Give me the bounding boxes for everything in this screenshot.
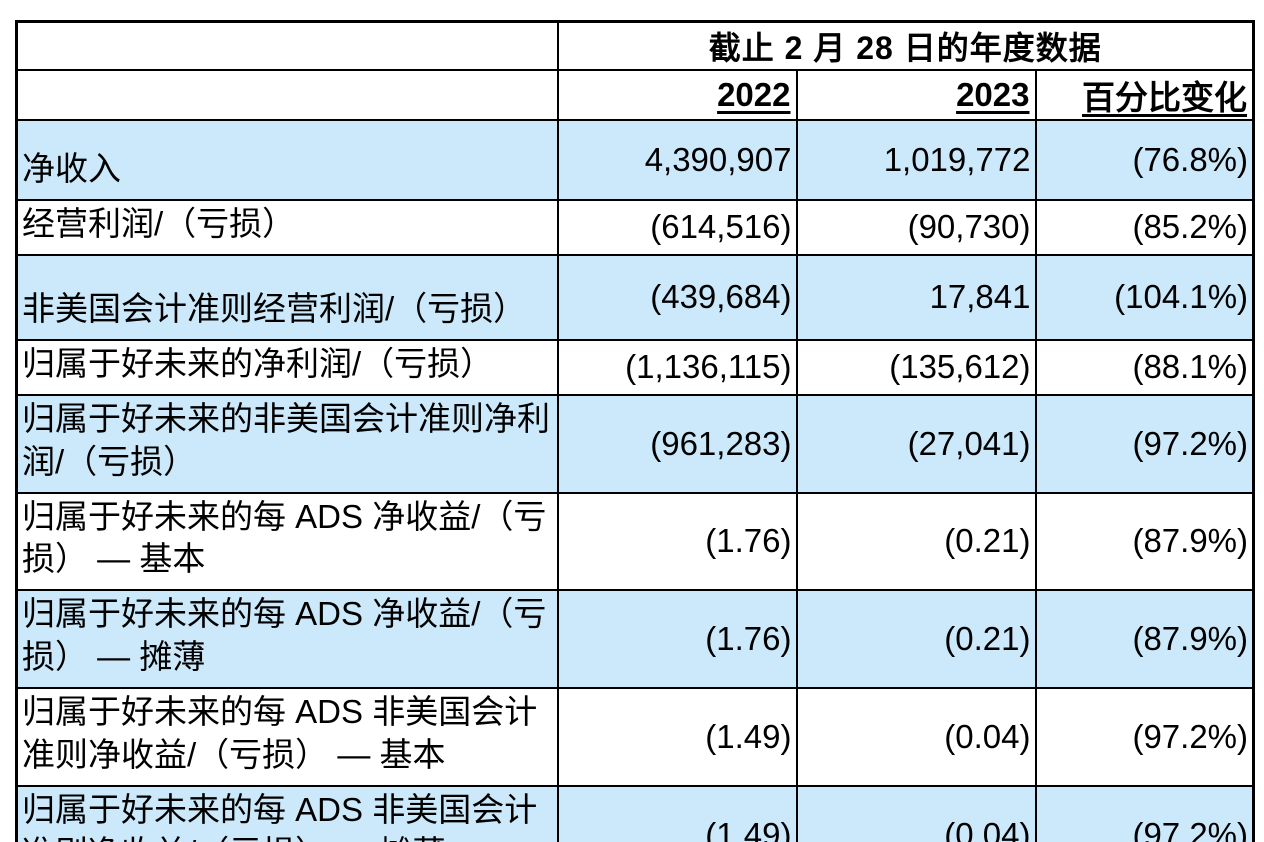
value-2023: 1,019,772 <box>795 119 1037 201</box>
pct-change: (97.2%) <box>1034 784 1255 842</box>
pct-change: (87.9%) <box>1034 491 1255 592</box>
value-2022: (1,136,115) <box>556 338 798 396</box>
value-2022: (1.76) <box>556 589 798 690</box>
pct-change: (97.2%) <box>1034 393 1255 494</box>
table-row-non-gaap-loss-per-ads-diluted: 归属于好未来的每 ADS 非美国会计准则净收益/（亏损） — 摊薄 (1.49)… <box>15 784 1255 842</box>
table-row-operating-loss: 经营利润/（亏损） (614,516) (90,730) (85.2%) <box>15 199 1255 256</box>
row-label: 归属于好未来的每 ADS 净收益/（亏损） — 摊薄 <box>15 589 559 690</box>
period-header: 截止 2 月 28 日的年度数据 <box>556 20 1255 71</box>
period-header-row: 截止 2 月 28 日的年度数据 <box>15 20 1255 71</box>
pct-change: (104.1%) <box>1034 253 1255 341</box>
pct-change: (97.2%) <box>1034 687 1255 787</box>
value-2023: (0.04) <box>795 784 1037 842</box>
value-2023: (27,041) <box>795 393 1037 494</box>
pct-change: (88.1%) <box>1034 338 1255 396</box>
pct-change: (85.2%) <box>1034 199 1255 256</box>
row-label: 净收入 <box>15 119 559 201</box>
financial-results-table: 截止 2 月 28 日的年度数据 2022 2023 百分比变化 净收入 4,3… <box>15 20 1256 842</box>
column-header-pct-change: 百分比变化 <box>1034 69 1255 121</box>
table-row-non-gaap-loss-per-ads-basic: 归属于好未来的每 ADS 非美国会计准则净收益/（亏损） — 基本 (1.49)… <box>15 687 1255 787</box>
table-row-non-gaap-net-loss-attributable: 归属于好未来的非美国会计准则净利润/（亏损） (961,283) (27,041… <box>15 393 1255 494</box>
table-row-net-loss-attributable: 归属于好未来的净利润/（亏损） (1,136,115) (135,612) (8… <box>15 338 1255 396</box>
value-2022: (614,516) <box>556 199 798 256</box>
value-2023: (0.21) <box>795 589 1037 690</box>
row-label: 归属于好未来的每 ADS 净收益/（亏损） — 基本 <box>15 491 559 592</box>
row-label: 归属于好未来的每 ADS 非美国会计准则净收益/（亏损） — 基本 <box>15 687 559 787</box>
row-label: 归属于好未来的净利润/（亏损） <box>15 338 559 396</box>
row-label: 经营利润/（亏损） <box>15 199 559 256</box>
row-label: 非美国会计准则经营利润/（亏损） <box>15 253 559 341</box>
value-2022: 4,390,907 <box>556 119 798 201</box>
value-2022: (1.76) <box>556 491 798 592</box>
column-header-2022: 2022 <box>556 69 798 121</box>
column-header-row: 2022 2023 百分比变化 <box>15 69 1255 121</box>
row-label: 归属于好未来的非美国会计准则净利润/（亏损） <box>15 393 559 494</box>
empty-header-cell <box>15 69 559 121</box>
value-2023: (0.21) <box>795 491 1037 592</box>
value-2022: (439,684) <box>556 253 798 341</box>
value-2023: (135,612) <box>795 338 1037 396</box>
value-2022: (961,283) <box>556 393 798 494</box>
corner-cell <box>15 20 559 71</box>
value-2022: (1.49) <box>556 687 798 787</box>
table-row-net-revenue: 净收入 4,390,907 1,019,772 (76.8%) <box>15 119 1255 201</box>
value-2022: (1.49) <box>556 784 798 842</box>
value-2023: 17,841 <box>795 253 1037 341</box>
pct-change: (76.8%) <box>1034 119 1255 201</box>
row-label: 归属于好未来的每 ADS 非美国会计准则净收益/（亏损） — 摊薄 <box>15 784 559 842</box>
table-row-loss-per-ads-diluted: 归属于好未来的每 ADS 净收益/（亏损） — 摊薄 (1.76) (0.21)… <box>15 589 1255 690</box>
table-row-non-gaap-operating-loss: 非美国会计准则经营利润/（亏损） (439,684) 17,841 (104.1… <box>15 253 1255 341</box>
value-2023: (90,730) <box>795 199 1037 256</box>
column-header-2023: 2023 <box>795 69 1037 121</box>
pct-change: (87.9%) <box>1034 589 1255 690</box>
value-2023: (0.04) <box>795 687 1037 787</box>
table-row-loss-per-ads-basic: 归属于好未来的每 ADS 净收益/（亏损） — 基本 (1.76) (0.21)… <box>15 491 1255 592</box>
